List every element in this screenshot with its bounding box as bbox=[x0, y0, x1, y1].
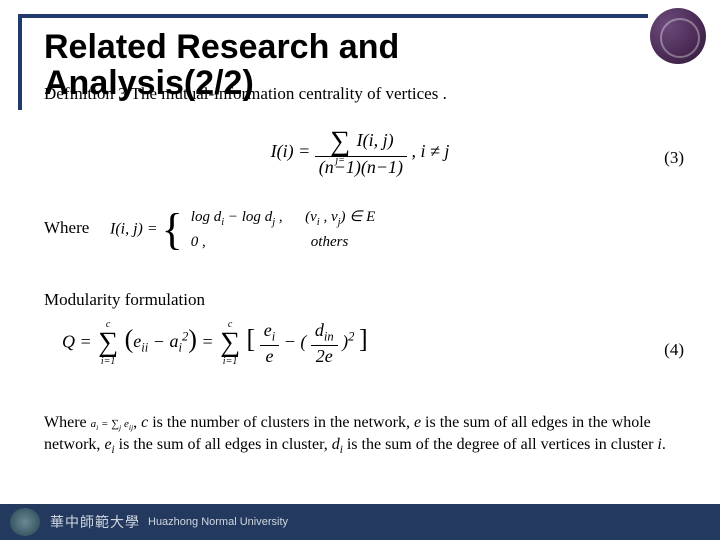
frame-border-top bbox=[18, 14, 648, 18]
where1-case2-cond: others bbox=[311, 234, 349, 250]
eq4-sum2-bot: i=1 bbox=[223, 356, 238, 367]
where-1-equation: I(i, j) = { log di − log dj , (vi , vj) … bbox=[110, 206, 375, 253]
footer-bar: 華中師範大學 Huazhong Normal University bbox=[0, 504, 720, 540]
eq4-sum1-top: c bbox=[106, 319, 110, 330]
where-1-label: Where bbox=[44, 218, 89, 238]
where1-case2-expr: 0 , bbox=[191, 234, 206, 250]
equation-4: Q = c ∑ i=1 (eii − ai2) = c ∑ i=1 [ eie … bbox=[62, 320, 368, 367]
eq3-lhs: I(i) = bbox=[271, 141, 311, 161]
where-2-text: Where ai = ∑j eij, c is the number of cl… bbox=[44, 412, 690, 458]
footer-logo-icon bbox=[10, 508, 40, 536]
where1-case1-expr: log di − log dj , bbox=[191, 209, 283, 225]
frame-border-left bbox=[18, 14, 22, 110]
definition-text: Definition 3 The mutual-information cent… bbox=[44, 84, 447, 104]
eq4-sum2-top: c bbox=[228, 319, 232, 330]
university-logo-icon bbox=[650, 8, 706, 64]
where2-prefix: Where bbox=[44, 414, 91, 431]
footer-cn-text: 華中師範大學 bbox=[50, 512, 140, 532]
eq3-sigma-bot: j= bbox=[335, 155, 345, 166]
eq3-den: (n−1)(n−1) bbox=[315, 157, 407, 178]
footer-en-text: Huazhong Normal University bbox=[148, 516, 288, 528]
where1-lhs: I(i, j) = bbox=[110, 220, 158, 237]
eq3-num-body: I(i, j) bbox=[357, 130, 394, 150]
where1-case1-cond: (vi , vj) ∈ E bbox=[305, 209, 375, 225]
eq4-mid: = bbox=[201, 331, 213, 351]
eq4-sum1-bot: i=1 bbox=[101, 356, 116, 367]
equation-3-number: (3) bbox=[664, 148, 684, 168]
equation-3: I(i) = ∑ j= I(i, j) (n−1)(n−1) , i ≠ j bbox=[0, 128, 720, 178]
modularity-label: Modularity formulation bbox=[44, 290, 205, 310]
title-line-1: Related Research and bbox=[44, 30, 399, 66]
where2-inline-def: ai = ∑j eij bbox=[91, 418, 133, 430]
eq3-tail: , i ≠ j bbox=[412, 141, 450, 161]
equation-4-number: (4) bbox=[664, 340, 684, 360]
eq4-lhs: Q = bbox=[62, 331, 92, 351]
